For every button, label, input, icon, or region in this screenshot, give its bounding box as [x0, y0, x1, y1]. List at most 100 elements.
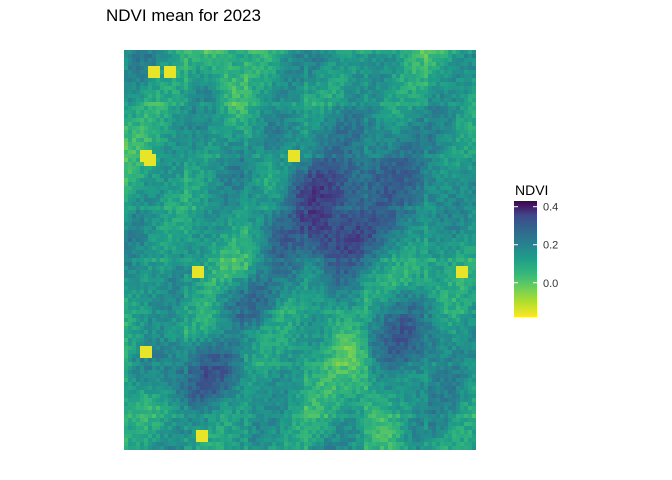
raster-cell	[316, 62, 320, 66]
raster-cell	[336, 194, 340, 198]
raster-cell	[336, 138, 340, 142]
raster-cell	[236, 214, 240, 218]
raster-cell	[192, 94, 196, 98]
raster-cell	[376, 98, 380, 102]
raster-cell	[140, 258, 144, 262]
raster-cell	[316, 222, 320, 226]
raster-cell	[456, 242, 460, 246]
raster-cell	[372, 110, 376, 114]
raster-cell	[324, 82, 328, 86]
raster-cell	[132, 162, 136, 166]
raster-cell	[444, 62, 448, 66]
raster-cell	[388, 250, 392, 254]
raster-cell	[456, 114, 460, 118]
raster-cell	[264, 250, 268, 254]
raster-cell	[300, 234, 304, 238]
raster-cell	[348, 210, 352, 214]
raster-cell	[288, 178, 292, 182]
raster-cell	[392, 174, 396, 178]
raster-cell	[164, 130, 168, 134]
raster-cell	[376, 254, 380, 258]
raster-cell	[148, 50, 152, 54]
raster-cell	[156, 102, 160, 106]
raster-cell	[436, 138, 440, 142]
raster-cell	[212, 226, 216, 230]
raster-cell	[136, 74, 140, 78]
raster-cell	[396, 222, 400, 226]
raster-cell	[428, 238, 432, 242]
raster-cell	[216, 118, 220, 122]
raster-cell	[168, 202, 172, 206]
raster-cell	[320, 202, 324, 206]
raster-cell	[180, 62, 184, 66]
raster-cell	[196, 218, 200, 222]
raster-cell	[128, 106, 132, 110]
raster-cell	[400, 130, 404, 134]
raster-cell	[252, 118, 256, 122]
raster-cell	[284, 114, 288, 118]
raster-cell	[404, 86, 408, 90]
raster-cell	[320, 122, 324, 126]
raster-cell	[444, 270, 448, 274]
raster-cell	[344, 186, 348, 190]
raster-cell	[136, 70, 140, 74]
raster-cell	[156, 70, 160, 74]
raster-cell	[228, 194, 232, 198]
raster-cell	[436, 178, 440, 182]
raster-cell	[404, 154, 408, 158]
raster-cell	[204, 206, 208, 210]
raster-cell	[420, 218, 424, 222]
raster-cell	[140, 198, 144, 202]
raster-cell	[280, 138, 284, 142]
raster-cell	[296, 178, 300, 182]
raster-cell	[400, 62, 404, 66]
raster-cell	[432, 262, 436, 266]
raster-cell	[296, 194, 300, 198]
raster-cell	[144, 146, 148, 150]
raster-cell	[304, 154, 308, 158]
raster-cell	[124, 66, 128, 70]
raster-cell	[224, 258, 228, 262]
raster-cell	[172, 198, 176, 202]
raster-cell	[140, 154, 144, 158]
raster-cell	[436, 82, 440, 86]
raster-cell	[396, 194, 400, 198]
raster-cell	[416, 70, 420, 74]
raster-cell	[300, 266, 304, 270]
raster-cell	[196, 174, 200, 178]
raster-cell	[308, 214, 312, 218]
raster-cell	[304, 130, 308, 134]
raster-cell	[224, 190, 228, 194]
raster-cell	[184, 250, 188, 254]
raster-cell	[348, 138, 352, 142]
raster-cell	[168, 170, 172, 174]
raster-cell	[236, 94, 240, 98]
raster-cell	[184, 178, 188, 182]
raster-cell	[460, 126, 464, 130]
raster-cell	[128, 130, 132, 134]
raster-cell	[432, 106, 436, 110]
raster-cell	[164, 234, 168, 238]
raster-cell	[292, 62, 296, 66]
raster-cell	[160, 186, 164, 190]
raster-cell	[128, 98, 132, 102]
raster-cell	[400, 230, 404, 234]
raster-cell	[328, 166, 332, 170]
raster-cell	[328, 150, 332, 154]
raster-cell	[280, 158, 284, 162]
raster-cell	[400, 170, 404, 174]
raster-cell	[404, 82, 408, 86]
raster-cell	[408, 98, 412, 102]
raster-cell	[204, 54, 208, 58]
raster-cell	[380, 150, 384, 154]
raster-cell	[452, 218, 456, 222]
raster-cell	[296, 138, 300, 142]
raster-cell	[412, 166, 416, 170]
raster-cell	[144, 58, 148, 62]
raster-cell	[244, 134, 248, 138]
raster-cell	[364, 154, 368, 158]
raster-cell	[192, 238, 196, 242]
raster-cell	[404, 254, 408, 258]
raster-cell	[212, 254, 216, 258]
raster-cell	[232, 98, 236, 102]
